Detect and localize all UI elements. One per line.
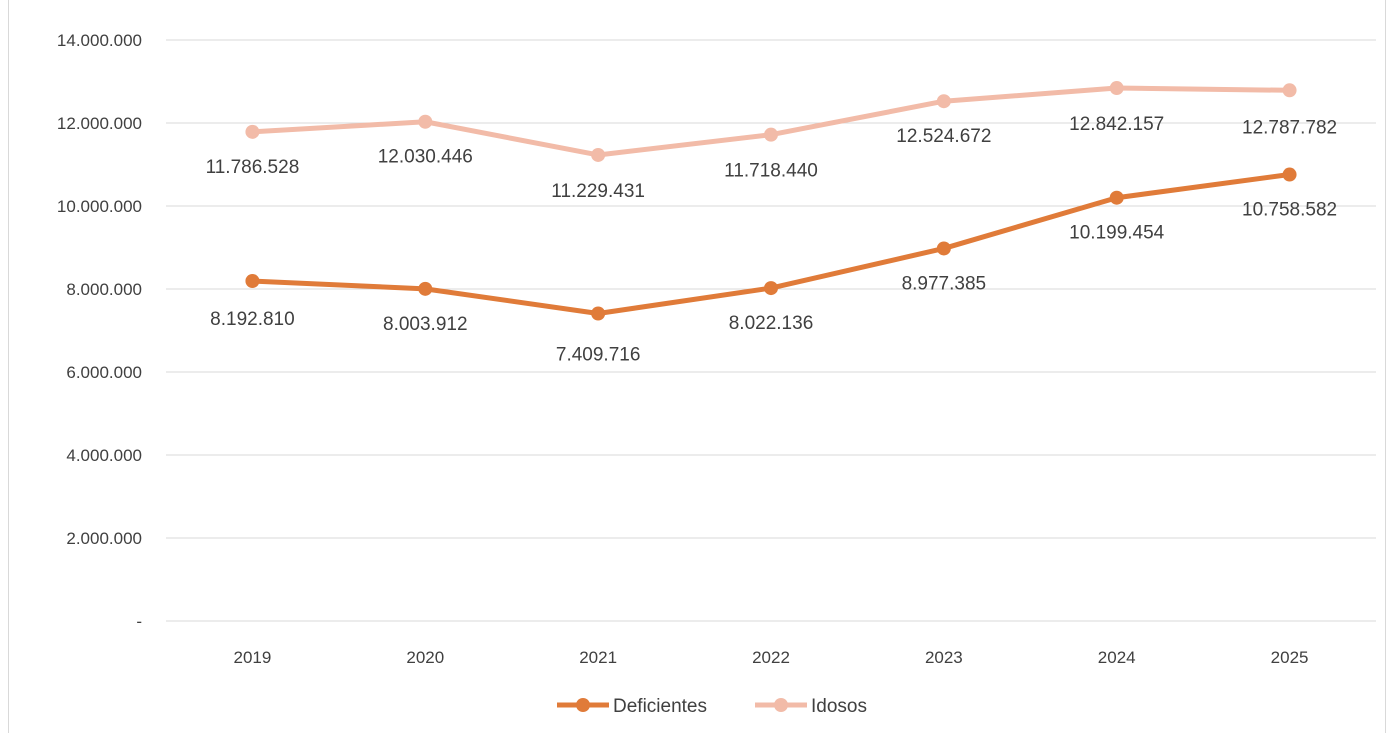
data-label-deficientes: 8.003.912 — [383, 314, 468, 335]
y-tick-label: 12.000.000 — [57, 114, 142, 133]
data-point-idosos — [418, 114, 433, 129]
data-point-deficientes — [418, 281, 433, 296]
data-label-deficientes: 10.199.454 — [1069, 223, 1165, 244]
data-label-deficientes: 8.022.136 — [729, 313, 814, 334]
y-tick-label: 8.000.000 — [66, 280, 142, 299]
x-tick-label: 2025 — [1271, 648, 1309, 667]
x-axis-ticks: 2019 2020 2021 2022 2023 2024 2025 — [234, 648, 1309, 667]
y-tick-label: 2.000.000 — [66, 529, 142, 548]
data-label-idosos: 12.842.157 — [1069, 114, 1164, 135]
x-tick-label: 2019 — [234, 648, 272, 667]
data-label-deficientes: 8.977.385 — [902, 273, 987, 294]
data-point-idosos — [1282, 83, 1297, 98]
data-point-deficientes — [764, 281, 778, 296]
data-point-idosos — [591, 147, 606, 162]
chart-area: - 2.000.000 4.000.000 6.000.000 8.000.000 10.… — [8, 0, 1386, 733]
legend-label-deficientes: Deficientes — [613, 696, 707, 717]
data-labels: 8.192.810 8.003.912 7.409.716 8.022.136 8.97… — [206, 114, 1338, 365]
y-tick-label: 14.000.000 — [57, 31, 142, 50]
x-tick-label: 2022 — [752, 648, 790, 667]
data-label-idosos: 11.229.431 — [551, 181, 645, 202]
y-axis-ticks: - 2.000.000 4.000.000 6.000.000 8.000.000 10.… — [57, 31, 142, 631]
data-point-deficientes — [591, 306, 606, 321]
data-point-idosos — [764, 127, 778, 142]
y-tick-label: 10.000.000 — [57, 197, 142, 216]
legend: Deficientes Idosos — [557, 696, 867, 717]
data-label-deficientes: 8.192.810 — [210, 309, 295, 330]
data-label-idosos: 11.786.528 — [206, 157, 300, 178]
x-tick-label: 2024 — [1098, 648, 1136, 667]
y-tick-label: 6.000.000 — [66, 363, 142, 382]
data-point-deficientes — [1282, 167, 1297, 182]
data-point-idosos — [1109, 81, 1124, 96]
data-label-deficientes: 7.409.716 — [556, 344, 641, 365]
data-point-deficientes — [1109, 190, 1124, 205]
legend-label-idosos: Idosos — [811, 696, 867, 717]
data-point-idosos — [936, 94, 951, 109]
x-tick-label: 2021 — [579, 648, 617, 667]
legend-swatch-marker — [576, 698, 590, 712]
data-point-deficientes — [936, 241, 951, 256]
data-point-deficientes — [245, 273, 260, 288]
legend-swatch-marker — [774, 698, 788, 712]
data-label-idosos: 12.787.782 — [1242, 117, 1337, 138]
data-label-idosos: 11.718.440 — [724, 161, 818, 182]
data-label-idosos: 12.030.446 — [378, 147, 473, 168]
x-tick-label: 2020 — [406, 648, 444, 667]
data-label-idosos: 12.524.672 — [896, 126, 991, 147]
data-point-idosos — [245, 124, 260, 139]
data-label-deficientes: 10.758.582 — [1242, 200, 1337, 221]
y-tick-label: - — [136, 612, 142, 631]
series-lines — [245, 81, 1297, 321]
x-tick-label: 2023 — [925, 648, 963, 667]
y-tick-label: 4.000.000 — [66, 446, 142, 465]
line-chart: - 2.000.000 4.000.000 6.000.000 8.000.000 10.… — [57, 31, 1376, 717]
